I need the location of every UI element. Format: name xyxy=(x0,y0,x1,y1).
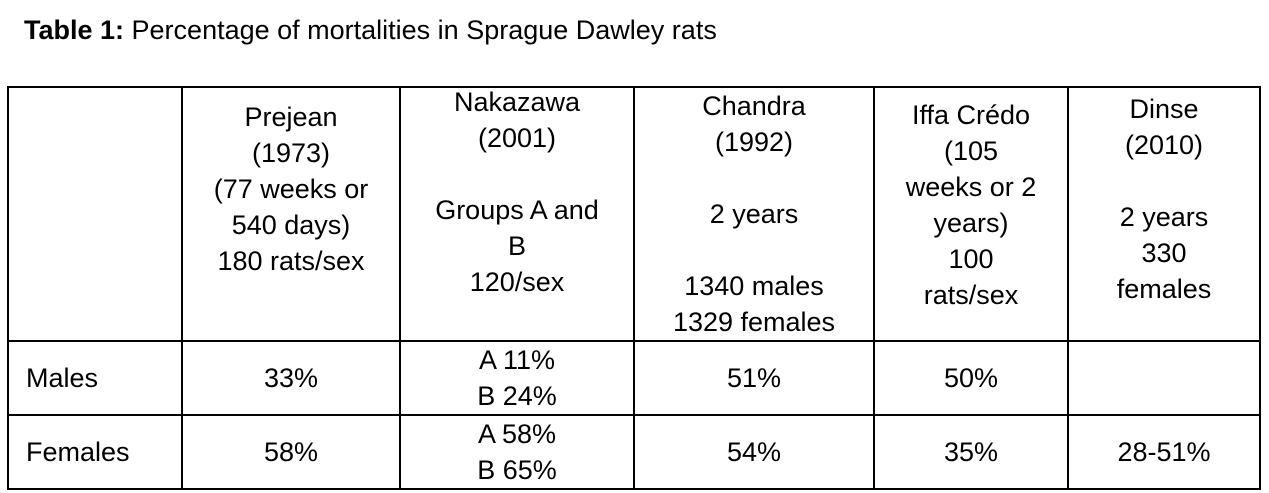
cell-prejean: 33% xyxy=(181,340,401,416)
header-text: (2010) xyxy=(1124,130,1204,160)
header-text: Groups A and xyxy=(435,195,599,225)
header-text: 2 years xyxy=(709,199,799,229)
header-text: 540 days) xyxy=(231,210,351,240)
header-text: Nakazawa xyxy=(453,87,581,117)
cell-prejean: 58% xyxy=(181,414,401,490)
header-text: 180 rats/sex xyxy=(217,246,365,276)
cell-iffa-credo: 35% xyxy=(873,414,1069,490)
header-text: 330 xyxy=(1141,238,1187,268)
header-text: 2 years xyxy=(1119,202,1209,232)
header-text: Prejean xyxy=(244,102,338,132)
header-text: 120/sex xyxy=(469,267,565,297)
cell-nakazawa: A 11% B 24% xyxy=(399,340,635,416)
header-prejean: Prejean (1973) (77 weeks or 540 days) 18… xyxy=(181,86,401,342)
header-text: (1973) xyxy=(251,138,331,168)
cell-dinse: 28-51% xyxy=(1067,414,1261,490)
header-text: years) xyxy=(933,208,1009,238)
header-text: Dinse xyxy=(1129,94,1199,124)
cell-chandra: 54% xyxy=(633,414,875,490)
cell-line: B 24% xyxy=(477,381,557,411)
cell-line: A 11% xyxy=(478,345,556,375)
cell-nakazawa: A 58% B 65% xyxy=(399,414,635,490)
header-iffa-credo: Iffa Crédo (105 weeks or 2 years) 100 ra… xyxy=(873,86,1069,342)
header-text: 1329 females xyxy=(672,307,836,337)
cell-line: B 65% xyxy=(477,455,557,485)
header-text: (1992) xyxy=(714,127,794,157)
header-text: 1340 males xyxy=(684,271,824,301)
cell-chandra: 51% xyxy=(633,340,875,416)
row-label: Males xyxy=(7,340,183,416)
cell-iffa-credo: 50% xyxy=(873,340,1069,416)
header-row: Prejean (1973) (77 weeks or 540 days) 18… xyxy=(7,86,1261,342)
header-corner-cell xyxy=(7,86,183,342)
header-text: B xyxy=(507,231,526,261)
header-text: females xyxy=(1116,274,1212,304)
header-text: (77 weeks or xyxy=(213,174,369,204)
table-caption-text: Percentage of mortalities in Sprague Daw… xyxy=(124,15,717,45)
cell-dinse xyxy=(1067,340,1261,416)
table-row: Males 33% A 11% B 24% 51% 50% xyxy=(7,340,1261,416)
table-caption-label: Table 1: xyxy=(24,15,125,45)
table-row: Females 58% A 58% B 65% 54% 35% 28-51% xyxy=(7,414,1261,490)
header-text: Chandra xyxy=(702,91,806,121)
row-label: Females xyxy=(7,414,183,490)
header-dinse: Dinse (2010) 2 years 330 females xyxy=(1067,86,1261,342)
table-caption: Table 1: Percentage of mortalities in Sp… xyxy=(24,14,717,46)
header-text: (105 xyxy=(943,136,999,166)
cell-line: A 58% xyxy=(477,419,557,449)
header-text: rats/sex xyxy=(923,280,1019,310)
header-text: (2001) xyxy=(477,123,557,153)
header-chandra: Chandra (1992) 2 years 1340 males 1329 f… xyxy=(633,86,875,342)
header-text: 100 xyxy=(948,244,994,274)
header-nakazawa: Nakazawa (2001) Groups A and B 120/sex xyxy=(399,86,635,342)
header-text: Iffa Crédo xyxy=(911,100,1031,130)
header-text: weeks or 2 xyxy=(905,172,1037,202)
mortality-table: Prejean (1973) (77 weeks or 540 days) 18… xyxy=(7,86,1261,490)
